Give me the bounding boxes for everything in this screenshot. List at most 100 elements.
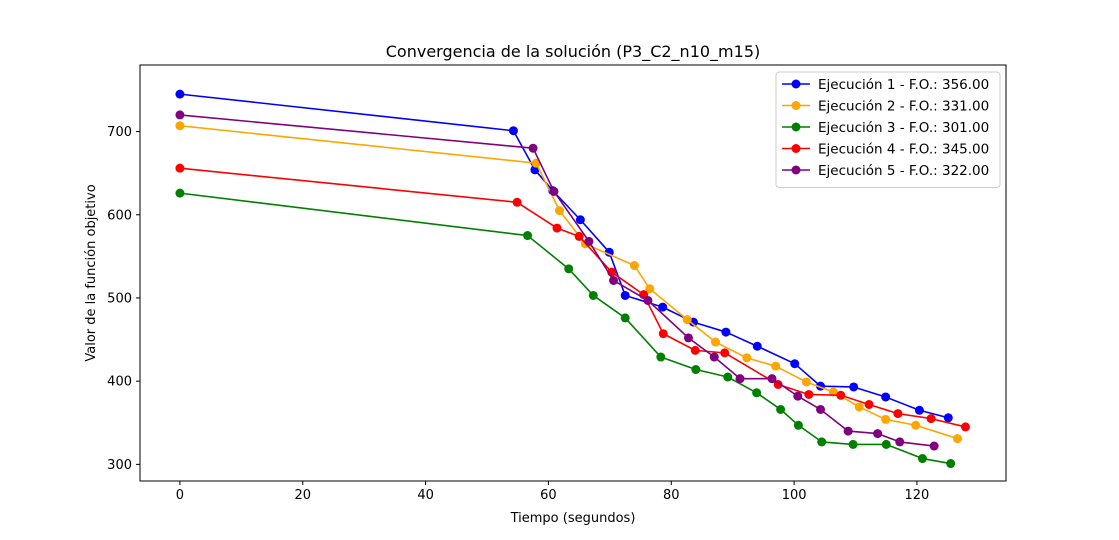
series-3-point — [175, 188, 185, 198]
series-5-point — [609, 275, 619, 285]
series-2-point — [881, 414, 891, 424]
series-3-point — [793, 420, 803, 430]
series-4-point — [175, 163, 185, 173]
legend-marker — [791, 122, 801, 132]
series-1-point — [721, 327, 731, 337]
y-tick-label: 300 — [107, 458, 132, 473]
series-5-point — [895, 437, 905, 447]
series-1-point — [849, 382, 859, 392]
x-tick-label: 120 — [905, 488, 930, 503]
series-4-point — [552, 223, 562, 233]
series-5-point — [873, 429, 883, 439]
series-3-point — [588, 290, 598, 300]
x-tick-label: 0 — [176, 488, 184, 503]
series-1-point — [175, 89, 185, 99]
series-2-point — [854, 402, 864, 412]
series-1-point — [943, 413, 953, 423]
plot-area: 0 20 40 60 80 100 120 300 400 500 600 700 — [107, 64, 1007, 503]
series-3-point — [752, 388, 762, 398]
series-2-point — [710, 337, 720, 347]
x-tick-label: 80 — [663, 488, 680, 503]
legend-label: Ejecución 1 - F.O.: 356.00 — [818, 77, 989, 93]
legend-marker — [791, 165, 801, 175]
series-3-point — [848, 439, 858, 449]
series-4-point — [720, 348, 730, 358]
series-2-line — [179, 124, 958, 440]
series-5-point — [735, 374, 745, 384]
series-4-point — [658, 329, 668, 339]
legend-marker — [791, 101, 801, 110]
series-3-point — [656, 352, 666, 362]
x-axis-label: Tiempo (segundos) — [510, 511, 636, 526]
series-4-line — [179, 167, 966, 428]
x-tick-label: 40 — [417, 488, 434, 503]
legend-label: Ejecución 2 - F.O.: 331.00 — [818, 99, 989, 115]
legend-label: Ejecución 5 - F.O.: 322.00 — [818, 163, 989, 179]
series-3 — [175, 188, 956, 469]
series-4-point — [960, 422, 970, 432]
series-3-point — [691, 365, 701, 375]
series-2-point — [175, 121, 185, 131]
chart-title: Convergencia de la solución (P3_C2_n10_m… — [386, 42, 760, 62]
legend-label: Ejecución 3 - F.O.: 301.00 — [818, 120, 989, 136]
series-1-point — [604, 247, 614, 257]
series-1-point — [508, 126, 518, 136]
series-5-point — [643, 295, 653, 305]
series-5-point — [816, 404, 826, 414]
y-tick-label: 400 — [107, 375, 132, 390]
series-4-point — [893, 409, 903, 419]
y-tick-label: 600 — [107, 208, 132, 223]
series-5 — [175, 110, 939, 451]
series-4-point — [804, 389, 814, 399]
series-3-point — [946, 459, 956, 469]
series-2-point — [629, 261, 639, 271]
series-4 — [175, 163, 970, 432]
series-3-point — [776, 404, 786, 414]
x-tick-label: 20 — [294, 488, 311, 503]
legend-marker — [791, 79, 801, 89]
y-tick-label: 700 — [107, 125, 132, 140]
series-5-point — [929, 441, 939, 451]
series-4-point — [512, 197, 522, 207]
series-1-point — [658, 302, 668, 312]
series-2-point — [828, 387, 838, 397]
legend-marker — [791, 144, 801, 153]
legend-entry-2: Ejecución 2 - F.O.: 331.00 — [782, 99, 989, 115]
series-5-point — [843, 426, 853, 436]
series-5-point — [683, 333, 693, 343]
legend: Ejecución 1 - F.O.: 356.00 Ejecución 2 - … — [775, 71, 1001, 188]
plot-frame — [139, 64, 1007, 482]
series-3-point — [620, 313, 630, 323]
series-1-point — [752, 341, 762, 351]
series-5-line — [179, 114, 935, 447]
series-1-point — [620, 290, 630, 300]
series-2-point — [742, 353, 752, 363]
legend-entry-3: Ejecución 3 - F.O.: 301.00 — [782, 120, 989, 136]
series-2-point — [771, 361, 781, 371]
series-3-point — [564, 264, 574, 274]
series-3-point — [881, 439, 891, 449]
series-2-point — [645, 284, 655, 294]
legend-entry-4: Ejecución 4 - F.O.: 345.00 — [782, 142, 989, 158]
x-tick-label: 60 — [540, 488, 557, 503]
legend-box — [775, 71, 1001, 188]
series-2-point — [554, 206, 564, 216]
series-1-point — [881, 392, 891, 402]
series-3-point — [523, 231, 533, 241]
series-4-point — [926, 414, 936, 424]
series-4-point — [864, 399, 874, 409]
series-3-point — [917, 454, 927, 464]
legend-label: Ejecución 4 - F.O.: 345.00 — [818, 142, 989, 158]
series-2-point — [801, 377, 811, 387]
legend-entry-1: Ejecución 1 - F.O.: 356.00 — [782, 77, 989, 93]
series-4-point — [836, 390, 846, 400]
y-tick-label: 500 — [107, 291, 132, 306]
series-5-point — [175, 110, 185, 120]
series-1-point — [914, 405, 924, 415]
series-5-point — [709, 352, 719, 362]
series-2-point — [911, 420, 921, 430]
legend-entry-5: Ejecución 5 - F.O.: 322.00 — [782, 163, 989, 179]
series-1-point — [530, 165, 540, 175]
series-5-point — [549, 186, 559, 196]
